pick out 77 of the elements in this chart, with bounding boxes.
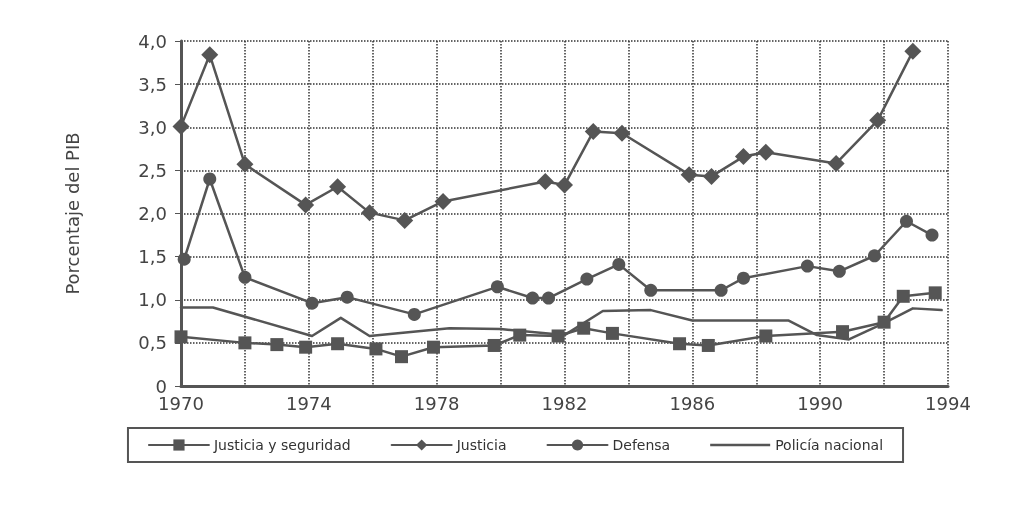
y-tick-label: 1,5 [138,246,167,268]
point [584,123,602,141]
point [434,192,452,210]
point [869,111,887,129]
point [757,143,775,161]
point [680,166,698,184]
point [536,173,554,191]
point [513,328,527,342]
point [556,176,573,194]
point [236,155,254,173]
point [369,342,383,356]
point [172,117,190,135]
point [203,172,217,186]
point [580,272,594,286]
legend-label: Justicia [455,437,507,453]
point [305,296,319,310]
point [174,330,188,344]
x-tick-label: 1986 [669,392,716,414]
point [490,280,504,294]
point [759,329,773,343]
point [734,148,752,166]
point [899,214,913,228]
point [701,338,715,352]
point [551,329,565,343]
point [644,283,658,297]
x-tick-label: 1978 [413,392,460,414]
point [329,178,347,196]
x-tick-label: 1994 [925,392,971,414]
point [577,321,591,335]
point [340,290,354,304]
point [270,338,284,352]
y-tick-label: 2,0 [138,203,167,224]
point [177,252,191,266]
point [714,283,728,297]
legend-label: Justicia y seguridad [212,437,351,453]
legend-label: Defensa [612,437,671,453]
y-tick-label: 3,5 [138,73,167,95]
point [612,257,626,271]
point [827,154,845,172]
point [904,42,922,60]
point [800,259,814,273]
point [896,289,910,303]
point [877,315,891,329]
y-tick-label: 2,5 [138,159,167,181]
point [736,271,750,285]
point [703,167,721,185]
x-tick-label: 1974 [285,392,332,414]
y-tick-label: 1,0 [138,289,167,311]
y-tick-label: 0,5 [138,332,167,354]
point [542,291,556,305]
point [868,249,881,263]
point [297,196,315,214]
point [426,340,440,354]
y-tick-label: 4,0 [138,30,167,52]
point [673,337,687,351]
point [407,307,421,321]
point [396,211,414,229]
point [487,338,501,352]
x-tick-label: 1982 [541,392,588,414]
point [836,325,850,339]
point [361,204,379,222]
point [526,291,540,305]
point [605,326,619,340]
y-axis-title: Porcentaje del PIB [61,132,83,295]
point [331,337,345,351]
point [613,124,631,142]
legend-label: Policía nacional [775,437,884,453]
point [238,336,252,350]
point [238,270,252,284]
point [928,286,942,300]
point [299,340,313,354]
point [832,264,846,278]
point [201,46,219,64]
point [925,228,939,242]
y-tick-label: 3,0 [138,116,167,138]
x-tick-label: 1990 [797,392,844,414]
point [395,350,409,364]
